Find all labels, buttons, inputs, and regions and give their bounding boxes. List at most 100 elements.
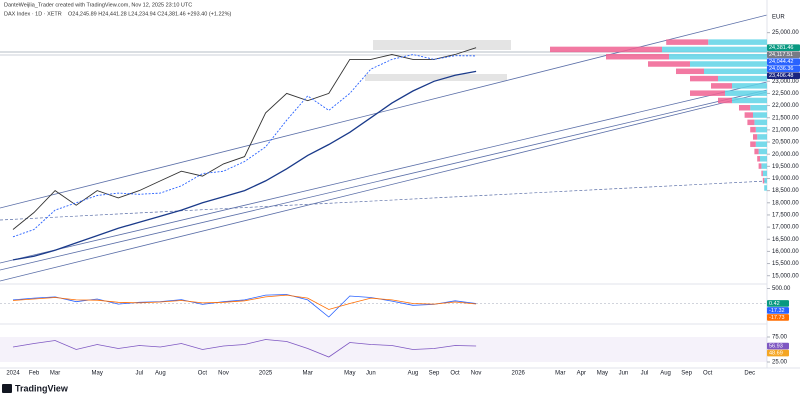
x-tick-label: Aug [660,371,671,377]
x-tick-label: May [92,371,103,377]
x-tick-label: 2025 [259,371,273,377]
profile-down [758,163,762,169]
y-tick-label: 20,000.00 [772,152,799,158]
price-badge-label: 23,406.48 [769,73,793,79]
y-tick-label: 22,500.00 [772,91,799,97]
rsi-band [0,337,767,362]
y-tick-label: 19,500.00 [772,164,799,170]
profile-down [676,68,704,75]
credit: DanteWeijlia_Trader created with Trading… [4,2,192,8]
x-tick-label: Aug [408,371,419,377]
profile-up [760,156,767,162]
x-tick-label: Oct [450,371,460,377]
indicator-badge [767,314,789,321]
x-tick-label: Feb [29,371,40,377]
x-tick-label: Jul [135,371,143,377]
indicator-badge-label: 0.42 [769,301,780,307]
x-tick-label: Sep [429,371,440,377]
profile-up [708,39,767,45]
y-tick-label: 23,000.00 [772,79,799,85]
profile-up [718,75,767,82]
profile-up [755,141,767,147]
profile-down [750,126,756,133]
profile-up [704,68,767,75]
rsi-line [12,339,477,358]
price-badge [767,65,800,72]
currency: EUR [772,15,785,21]
profile-up [662,46,767,53]
x-tick-label: Jul [641,371,649,377]
brand: TradingView [15,383,69,393]
x-tick-label: 2026 [512,371,526,377]
y-tick-label: 17,000.00 [772,225,799,231]
price-badge [767,58,800,65]
price-badge [767,44,800,51]
trendline [0,91,768,282]
profile-up [764,185,767,191]
profile-down [606,53,669,60]
profile-down [739,105,751,111]
signal-line [12,294,477,310]
profile-up [761,163,767,169]
profile-up [690,61,767,67]
x-tick-label: Jun [366,371,376,377]
range-box [373,40,511,50]
x-tick-label: Aug [155,371,166,377]
range-box [365,74,507,81]
profile-down [750,141,756,147]
profile-down [550,46,662,53]
profile-down [744,112,753,118]
indicator-badge-label: -17.73 [769,315,785,321]
x-tick-label: Mar [555,371,565,377]
price-badge-label: 24,381.46 [769,45,793,51]
x-tick-label: 2024 [6,371,20,377]
profile-up [753,112,767,118]
x-tick-label: Apr [577,371,586,377]
price-badge-label: 24,044.42 [769,59,793,65]
y-tick-label: 16,000.00 [772,249,799,255]
y-tick-label: 75.00 [772,335,788,341]
profile-up [764,177,767,184]
profile-down [711,83,732,89]
y-tick-label: 18,500.00 [772,188,799,194]
indicator-badge-label: 48.69 [769,350,783,356]
trendline [0,89,768,271]
profile-up [732,97,767,104]
profile-down [690,75,718,82]
price-badge [767,72,800,79]
x-tick-label: Mar [303,371,313,377]
profile-down [754,148,759,155]
y-tick-label: 21,500.00 [772,115,799,121]
indicator-badge [767,342,789,350]
y-tick-label: 25.00 [772,360,788,366]
profile-up [758,148,767,155]
x-tick-label: Dec [744,371,755,377]
y-tick-label: 17,500.00 [772,213,799,219]
profile-up [754,119,767,126]
x-tick-label: May [597,371,608,377]
trendline [0,180,768,221]
profile-down [666,39,709,45]
x-tick-label: Jun [619,371,629,377]
trendline [0,81,768,264]
y-tick-label: 25,000.00 [772,30,799,36]
indicator-badge [767,300,789,307]
profile-down [753,134,758,140]
symbol: DAX Index · 1D · XETR [4,11,62,17]
x-tick-label: Oct [703,371,713,377]
profile-down [757,156,760,162]
profile-up [725,90,767,96]
profile-up [669,53,767,60]
indicator-badge-label: 56.93 [769,343,783,349]
price-line [12,70,477,261]
x-tick-label: Nov [218,371,229,377]
x-tick-label: Nov [471,371,482,377]
ohlc: O24,245.89 H24,441.28 L24,234.94 C24,381… [68,11,231,17]
x-tick-label: May [344,371,355,377]
profile-down [747,119,755,126]
price-badge [767,51,800,58]
y-tick-label: 500.00 [772,286,791,292]
y-tick-label: 19,000.00 [772,176,799,182]
x-tick-label: Mar [50,371,60,377]
